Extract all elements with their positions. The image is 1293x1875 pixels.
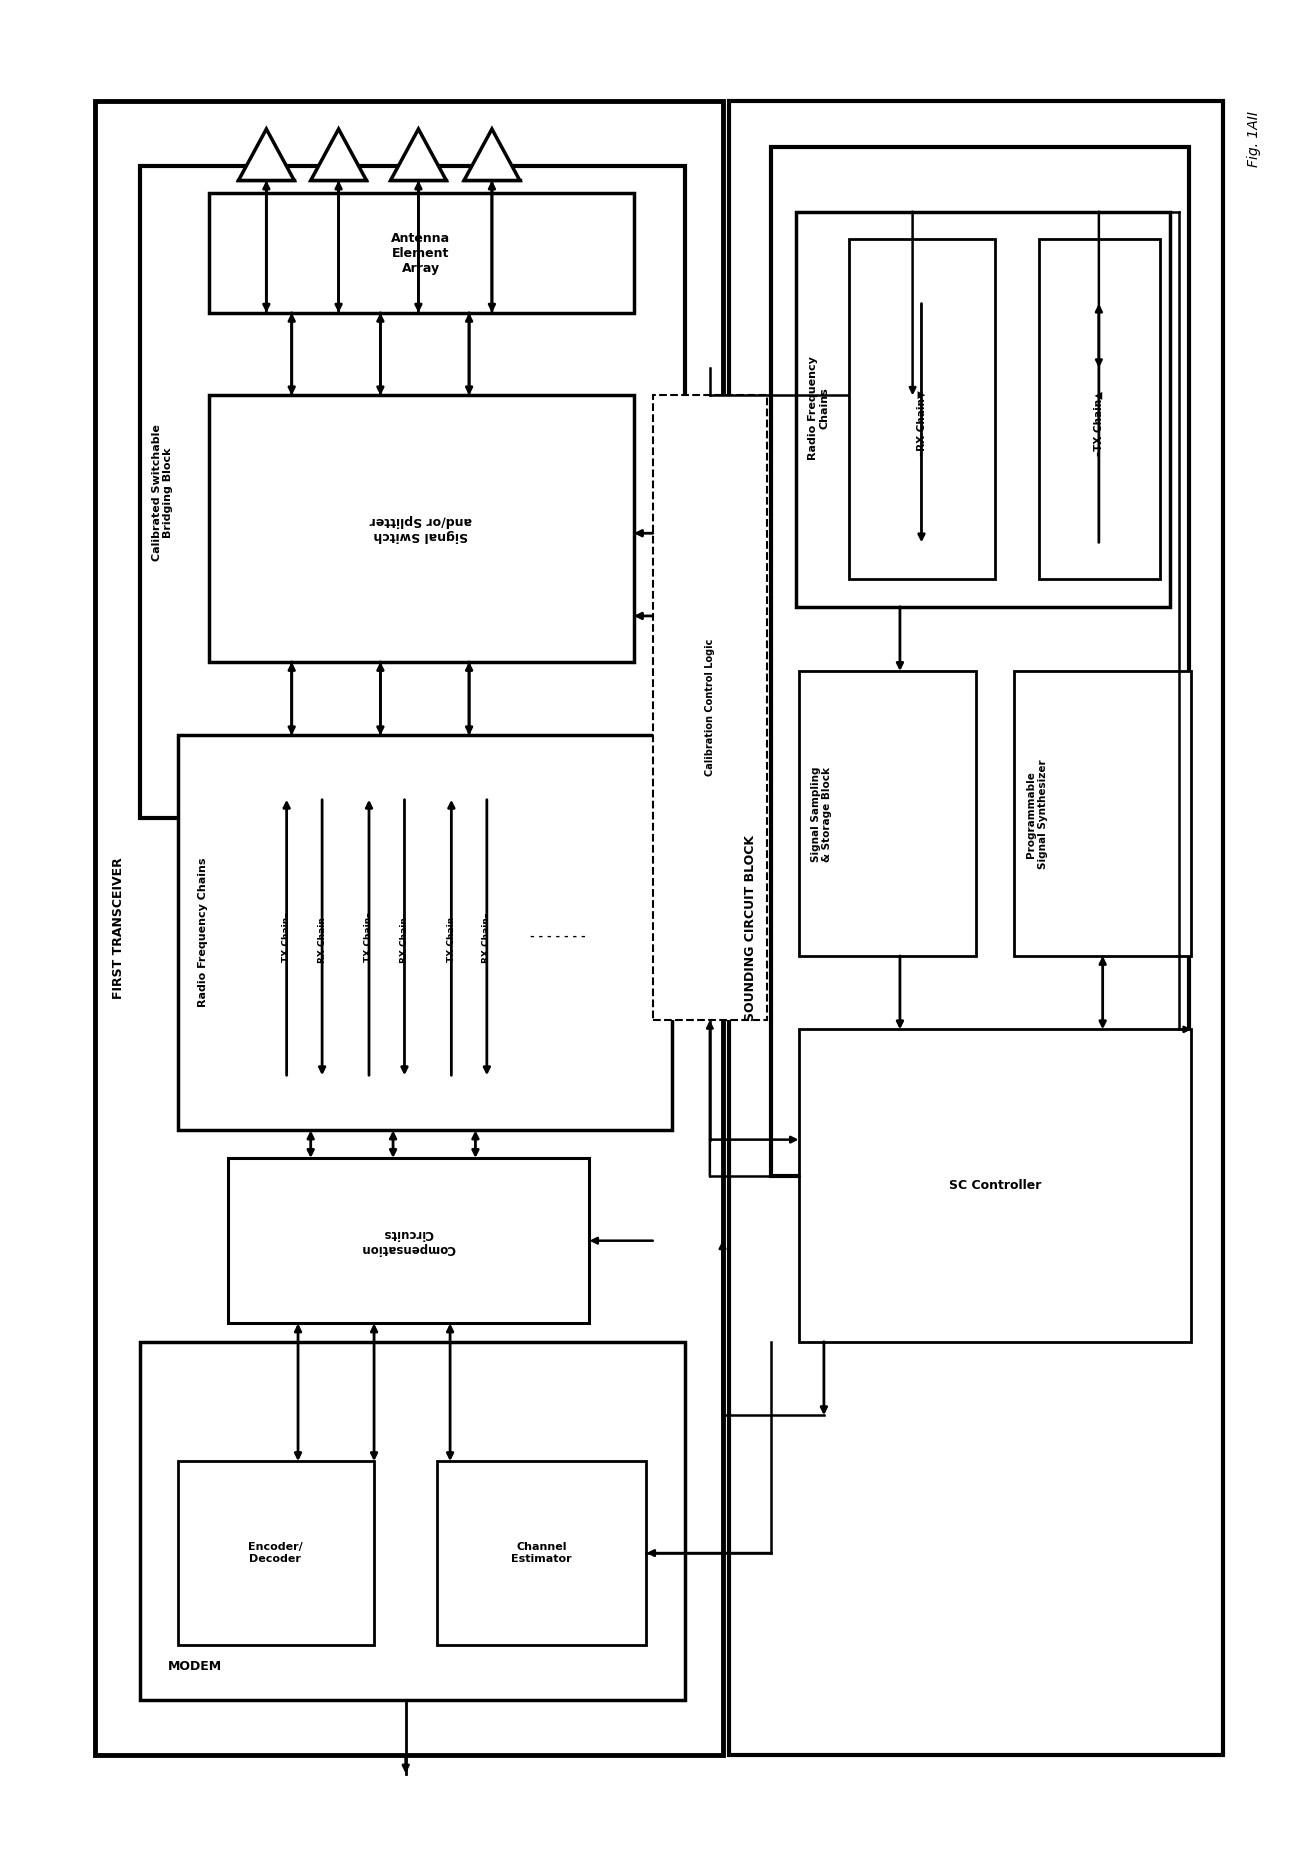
Text: RX Chain–: RX Chain– — [318, 913, 327, 962]
FancyBboxPatch shape — [437, 1461, 646, 1644]
Text: Calibration Control Logic: Calibration Control Logic — [705, 639, 715, 776]
Polygon shape — [310, 129, 366, 180]
FancyBboxPatch shape — [796, 212, 1170, 608]
Text: SC Controller: SC Controller — [949, 1179, 1041, 1192]
Text: –RX Chain▼: –RX Chain▼ — [917, 390, 927, 456]
Text: Encoder/
Decoder: Encoder/ Decoder — [248, 1543, 303, 1564]
Text: TX Chain–: TX Chain– — [282, 913, 291, 962]
Text: Programmable
Signal Synthesizer: Programmable Signal Synthesizer — [1025, 759, 1047, 870]
FancyBboxPatch shape — [96, 101, 723, 1755]
Text: Signal Switch
and/or Splitter: Signal Switch and/or Splitter — [370, 514, 472, 542]
Text: Fig. 1AII: Fig. 1AII — [1246, 111, 1261, 167]
Text: Radio Frequency Chains: Radio Frequency Chains — [198, 857, 208, 1007]
Text: RX Chain–: RX Chain– — [400, 913, 409, 962]
Text: Compensation
Circuits: Compensation Circuits — [361, 1226, 455, 1254]
FancyBboxPatch shape — [140, 1342, 684, 1701]
Text: MODEM: MODEM — [168, 1659, 221, 1672]
Text: –TX Chain▲: –TX Chain▲ — [1094, 390, 1104, 456]
FancyBboxPatch shape — [653, 396, 767, 1020]
FancyBboxPatch shape — [729, 101, 1223, 1755]
Polygon shape — [464, 129, 520, 180]
FancyBboxPatch shape — [799, 671, 976, 956]
Polygon shape — [390, 129, 446, 180]
FancyBboxPatch shape — [229, 1159, 590, 1324]
Polygon shape — [238, 129, 295, 180]
Text: SOUNDING CIRCUIT BLOCK: SOUNDING CIRCUIT BLOCK — [743, 836, 756, 1022]
FancyBboxPatch shape — [140, 165, 684, 818]
FancyBboxPatch shape — [850, 240, 996, 579]
Text: Channel
Estimator: Channel Estimator — [511, 1543, 572, 1564]
Text: - - - - - - -: - - - - - - - — [530, 932, 586, 943]
Text: Calibrated Switchable
Bridging Block: Calibrated Switchable Bridging Block — [151, 424, 173, 561]
Text: TX Chain–: TX Chain– — [365, 913, 374, 962]
Text: RX Chain–: RX Chain– — [482, 913, 491, 962]
FancyBboxPatch shape — [209, 193, 634, 313]
FancyBboxPatch shape — [1014, 671, 1191, 956]
Text: Signal Sampling
& Storage Block: Signal Sampling & Storage Block — [811, 767, 833, 863]
FancyBboxPatch shape — [177, 1461, 374, 1644]
FancyBboxPatch shape — [1040, 240, 1160, 579]
FancyBboxPatch shape — [177, 735, 672, 1131]
FancyBboxPatch shape — [209, 396, 634, 662]
FancyBboxPatch shape — [771, 148, 1188, 1176]
Text: TX Chain–: TX Chain– — [447, 913, 456, 962]
FancyBboxPatch shape — [799, 1029, 1191, 1342]
Text: FIRST TRANSCEIVER: FIRST TRANSCEIVER — [111, 857, 124, 999]
Text: Antenna
Element
Array: Antenna Element Array — [392, 232, 450, 276]
Text: Radio Frequency
Chains: Radio Frequency Chains — [808, 356, 830, 459]
